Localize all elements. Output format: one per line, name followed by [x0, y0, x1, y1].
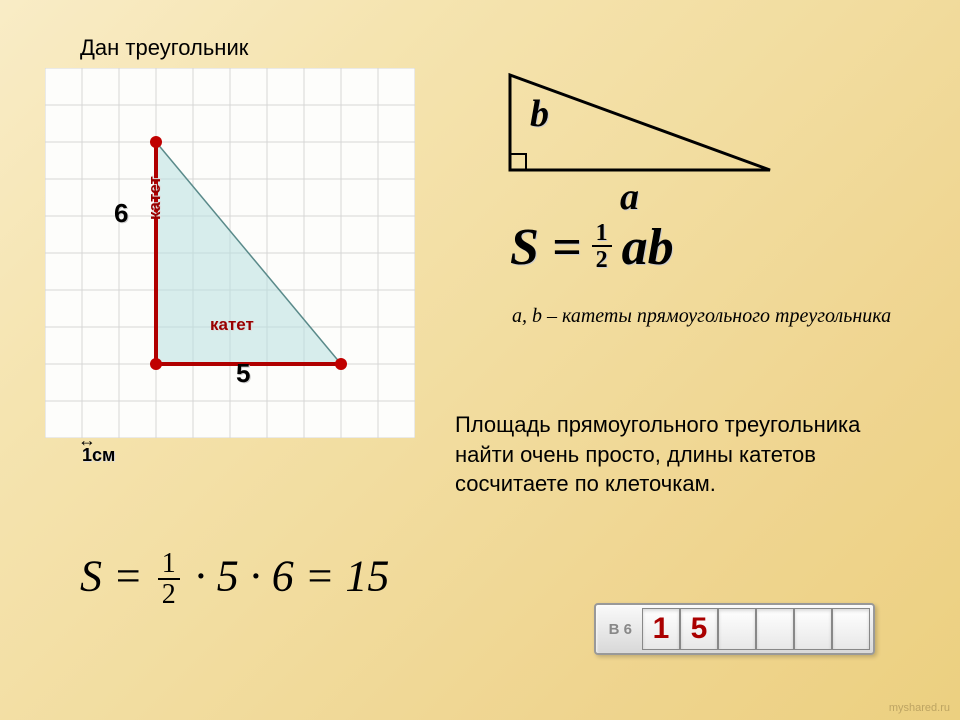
- answer-box: В 6 1 5: [594, 603, 875, 655]
- formula-lhs: S =: [510, 219, 582, 276]
- cathetus-horizontal-label: катет: [210, 315, 254, 335]
- computation-fraction: 1 2: [158, 550, 180, 611]
- answer-cell[interactable]: [718, 608, 756, 650]
- area-formula: S = 1 2 ab: [510, 218, 674, 277]
- answer-label: В 6: [599, 621, 642, 638]
- answer-cell[interactable]: 1: [642, 608, 680, 650]
- side-b-label: b: [530, 92, 549, 136]
- explanation-text: Площадь прямоугольного треугольника найт…: [455, 410, 925, 499]
- watermark: myshared.ru: [889, 702, 950, 714]
- computation-rhs: · 5 · 6 = 15: [195, 552, 390, 601]
- formula-fraction: 1 2: [592, 221, 612, 273]
- cathetus-vertical-label: катет: [145, 176, 165, 220]
- answer-cell[interactable]: [832, 608, 870, 650]
- horizontal-leg-length: 5: [236, 358, 250, 389]
- computation: S = 1 2 · 5 · 6 = 15: [80, 550, 389, 611]
- side-a-label: a: [620, 175, 639, 219]
- answer-cell[interactable]: [794, 608, 832, 650]
- answer-cell[interactable]: 5: [680, 608, 718, 650]
- title: Дан треугольник: [80, 35, 248, 61]
- definition-text: a, b – катеты прямоугольного треугольник…: [512, 305, 902, 328]
- grid: [45, 68, 415, 438]
- formula-ab: ab: [622, 219, 674, 276]
- computation-lhs: S =: [80, 552, 143, 601]
- answer-cell[interactable]: [756, 608, 794, 650]
- vertical-leg-length: 6: [114, 198, 128, 229]
- slide: Дан треугольник ↔ 1см 6 5 катет катет b …: [0, 0, 960, 720]
- scale-label: 1см: [82, 445, 115, 466]
